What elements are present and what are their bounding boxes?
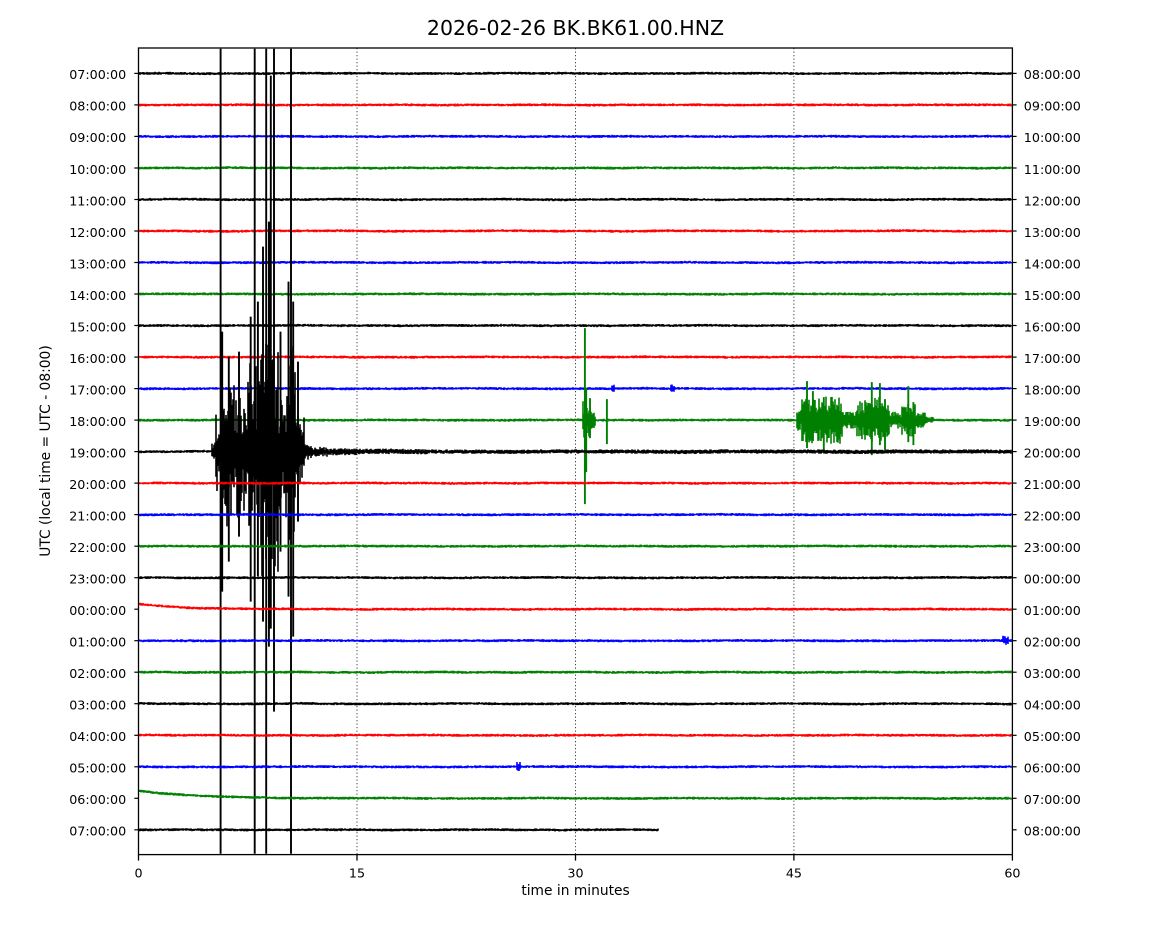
utc-tick-label-20: 03:00:00	[69, 698, 126, 713]
local-tick-label-5: 13:00:00	[1024, 225, 1081, 240]
y-axis-label: UTC (local time = UTC - 08:00)	[38, 345, 54, 557]
utc-tick-label-1: 08:00:00	[69, 99, 126, 114]
utc-tick-label-12: 19:00:00	[69, 445, 126, 460]
local-tick-label-2: 10:00:00	[1024, 130, 1081, 145]
utc-tick-label-11: 18:00:00	[69, 414, 126, 429]
chart-title: 2026-02-26 BK.BK61.00.HNZ	[426, 16, 725, 41]
trace-row-21	[138, 733, 1012, 737]
utc-tick-label-21: 04:00:00	[69, 729, 126, 744]
trace-row-20	[138, 701, 1012, 706]
x-tick-label-60: 60	[1004, 866, 1020, 881]
utc-tick-label-10: 17:00:00	[69, 382, 126, 397]
trace-row-24	[138, 828, 659, 832]
utc-tick-label-16: 23:00:00	[69, 572, 126, 587]
local-tick-label-3: 11:00:00	[1024, 162, 1081, 177]
local-tick-label-11: 19:00:00	[1024, 414, 1081, 429]
utc-tick-label-24: 07:00:00	[69, 824, 126, 839]
tick-labels: 0 15 30 45 60 07:00:00 08:00:00 08:00:00 09:00:0…	[69, 67, 1081, 880]
utc-tick-label-13: 20:00:00	[69, 477, 126, 492]
utc-tick-label-3: 10:00:00	[69, 162, 126, 177]
utc-tick-label-4: 11:00:00	[69, 193, 126, 208]
local-tick-label-21: 05:00:00	[1024, 729, 1081, 744]
utc-tick-label-0: 07:00:00	[69, 67, 126, 82]
local-tick-label-16: 00:00:00	[1024, 572, 1081, 587]
local-tick-label-23: 07:00:00	[1024, 792, 1081, 807]
x-tick-label-30: 30	[567, 866, 583, 881]
utc-tick-label-2: 09:00:00	[69, 130, 126, 145]
utc-tick-label-23: 06:00:00	[69, 792, 126, 807]
trace-row-11-spikes	[583, 328, 915, 505]
utc-tick-label-17: 00:00:00	[69, 603, 126, 618]
x-axis-label: time in minutes	[521, 882, 630, 899]
trace-row-2	[138, 134, 1012, 139]
local-tick-label-18: 02:00:00	[1024, 635, 1081, 650]
local-tick-label-14: 22:00:00	[1024, 508, 1081, 523]
utc-tick-label-7: 14:00:00	[69, 288, 126, 303]
trace-row-3	[138, 166, 1012, 170]
x-tick-label-15: 15	[349, 866, 365, 881]
axis-ticks	[134, 72, 1017, 861]
utc-tick-label-19: 02:00:00	[69, 666, 126, 681]
x-tick-label-0: 0	[134, 866, 142, 881]
local-tick-label-1: 09:00:00	[1024, 99, 1081, 114]
local-tick-label-9: 17:00:00	[1024, 351, 1081, 366]
local-tick-label-17: 01:00:00	[1024, 603, 1081, 618]
x-tick-label-45: 45	[786, 866, 802, 881]
local-tick-label-24: 08:00:00	[1024, 824, 1081, 839]
trace-row-0	[138, 71, 1012, 76]
utc-tick-label-14: 21:00:00	[69, 508, 126, 523]
utc-tick-label-6: 13:00:00	[69, 256, 126, 271]
local-tick-label-15: 23:00:00	[1024, 540, 1081, 555]
local-tick-label-4: 12:00:00	[1024, 193, 1081, 208]
local-tick-label-8: 16:00:00	[1024, 319, 1081, 334]
local-tick-label-12: 20:00:00	[1024, 445, 1081, 460]
trace-row-12-spikes	[219, 48, 299, 854]
utc-tick-label-18: 01:00:00	[69, 635, 126, 650]
utc-tick-label-22: 05:00:00	[69, 761, 126, 776]
local-tick-label-7: 15:00:00	[1024, 288, 1081, 303]
local-tick-label-22: 06:00:00	[1024, 761, 1081, 776]
local-tick-label-6: 14:00:00	[1024, 256, 1081, 271]
local-tick-label-13: 21:00:00	[1024, 477, 1081, 492]
utc-tick-label-9: 16:00:00	[69, 351, 126, 366]
local-tick-label-20: 04:00:00	[1024, 698, 1081, 713]
trace-row-4	[138, 197, 1012, 202]
utc-tick-label-5: 12:00:00	[69, 225, 126, 240]
local-tick-label-0: 08:00:00	[1024, 67, 1081, 82]
utc-tick-label-8: 15:00:00	[69, 319, 126, 334]
utc-tick-label-15: 22:00:00	[69, 540, 126, 555]
local-tick-label-10: 18:00:00	[1024, 382, 1081, 397]
trace-row-23	[138, 789, 1012, 800]
trace-row-19	[138, 670, 1012, 674]
trace-row-1	[138, 103, 1012, 107]
local-tick-label-19: 03:00:00	[1024, 666, 1081, 681]
traces	[138, 48, 1012, 854]
